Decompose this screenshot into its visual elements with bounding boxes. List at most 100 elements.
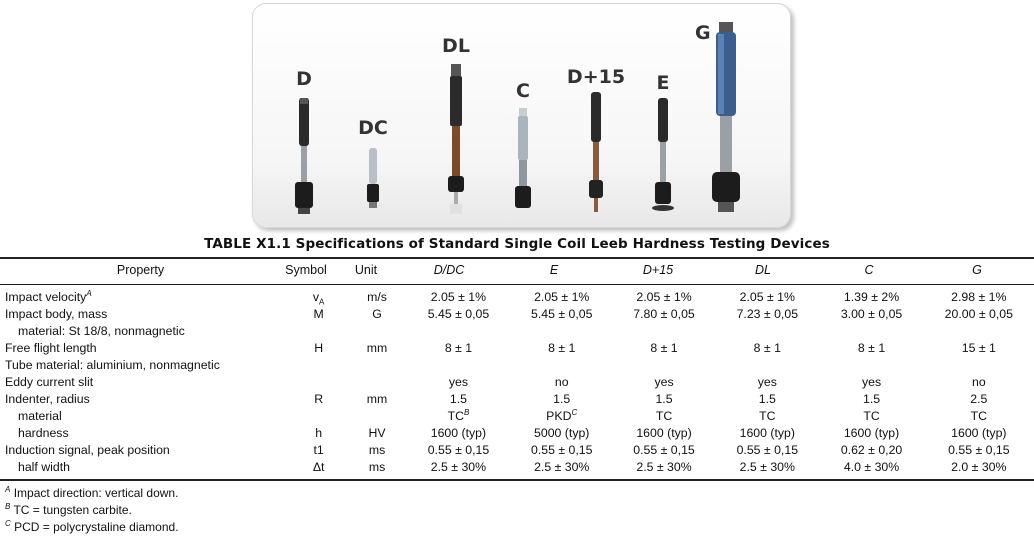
cell-value: 2.05 ± 1%	[534, 290, 590, 304]
header-e: E	[549, 263, 559, 277]
cell-property: material: St 18/8, nonmagnetic	[18, 324, 185, 338]
cell-symbol	[290, 374, 348, 391]
cell-value: 1.5	[862, 392, 881, 406]
cell-value: TC	[970, 409, 988, 423]
cell-property: Eddy current slit	[5, 375, 94, 389]
cell-value: 1.5	[655, 392, 673, 406]
cell-unit: HV	[368, 426, 386, 440]
cell-symbol	[290, 408, 348, 425]
cell-value: 1600 (typ)	[843, 426, 900, 440]
device-e: E	[648, 72, 678, 217]
cell-value: 2.98 ± 1%	[951, 290, 1007, 304]
cell-value: 0.55 ± 0,15	[633, 443, 695, 457]
cell-value: PKDC	[511, 408, 613, 425]
cell-value: 2.05 ± 1%	[430, 290, 487, 304]
table-row: Eddy current slit yes no yes yes yes no	[0, 374, 1034, 391]
device-dl: DL	[436, 34, 476, 219]
cell-value: 3.00 ± 0,05	[840, 307, 903, 321]
footnote: B TC = tungsten carbite.	[5, 503, 132, 518]
probe-c-image	[515, 108, 531, 208]
device-d15: D+15	[567, 66, 625, 216]
header-property: Property	[116, 263, 165, 277]
table-title: TABLE X1.1 Specifications of Standard Si…	[204, 236, 830, 252]
cell-value: TCB	[406, 408, 510, 425]
probe-e-image	[652, 98, 674, 211]
cell-value: 1600 (typ)	[951, 426, 1007, 440]
symbol-subscript: A	[319, 297, 325, 307]
cell-symbol: h	[315, 426, 323, 440]
cell-property: half width	[18, 460, 70, 474]
cell-value: 1600 (typ)	[739, 426, 795, 440]
cell-empty	[406, 357, 1034, 374]
cell-symbol: vA	[290, 289, 348, 306]
cell-value: 2.5 ± 30%	[534, 460, 590, 474]
header-d15: D+15	[642, 263, 674, 277]
cell-value: 2.5 ± 30%	[739, 460, 795, 474]
probe-d-image	[295, 98, 313, 214]
probe-dl-image	[448, 64, 464, 214]
cell-value: 2.0 ± 30%	[951, 460, 1007, 474]
cell-value: 1600 (typ)	[636, 426, 692, 440]
cell-value: 0.55 ± 0,15	[530, 443, 593, 457]
footnote: A Impact direction: vertical down.	[5, 485, 179, 501]
footnote-mark: C	[5, 519, 11, 528]
table-row: hardness h HV 1600 (typ) 5000 (typ) 1600…	[0, 425, 1034, 442]
table-header-rule	[0, 284, 1034, 285]
footnote-text: Impact direction: vertical down.	[13, 486, 179, 500]
cell-value: 0.62 ± 0,20	[840, 443, 903, 457]
table-row: Induction signal, peak position t1 ms 0.…	[0, 442, 1034, 459]
table-row: Indenter, radius R mm 1.5 1.5 1.5 1.5 1.…	[0, 391, 1034, 408]
cell-value: 8 ± 1	[857, 341, 886, 355]
footnote: C PCD = polycrystaline diamond.	[5, 519, 179, 535]
table-row: Impact velocityA vA m/s 2.05 ± 1% 2.05 ±…	[0, 289, 1034, 306]
cell-unit: ms	[368, 443, 386, 457]
cell-value: 2.05 ± 1%	[636, 290, 692, 304]
value-text: TC	[447, 409, 464, 423]
cell-unit: mm	[366, 392, 388, 406]
cell-value: 7.23 ± 0,05	[736, 307, 799, 321]
device-label-dl: DL	[442, 35, 470, 57]
cell-value: 0.55 ± 0,15	[948, 443, 1010, 457]
cell-value: 2.5	[970, 392, 988, 406]
cell-value: 15 ± 1	[961, 341, 996, 355]
cell-value: 2.5 ± 30%	[430, 460, 487, 474]
cell-value: TC	[759, 409, 776, 423]
cell-value: 2.5 ± 30%	[636, 460, 692, 474]
table-top-rule	[0, 257, 1034, 259]
footnote-text: TC = tungsten carbite.	[13, 503, 132, 517]
cell-value: yes	[861, 375, 882, 389]
table-row: half width Δt ms 2.5 ± 30% 2.5 ± 30% 2.5…	[0, 459, 1034, 476]
footnote-mark: B	[463, 407, 470, 417]
cell-value: yes	[654, 375, 674, 389]
cell-property: hardness	[18, 426, 69, 440]
footnote-mark: A	[86, 288, 92, 298]
cell-value: 8 ± 1	[753, 341, 781, 355]
cell-value: 5.45 ± 0,05	[530, 307, 593, 321]
cell-value: 8 ± 1	[650, 341, 678, 355]
cell-value: 7.80 ± 0,05	[633, 307, 695, 321]
cell-unit: G	[372, 307, 382, 321]
cell-value: 1.39 ± 2%	[843, 290, 900, 304]
property-text: Impact velocity	[5, 290, 87, 304]
cell-value: 1.5	[449, 392, 467, 406]
cell-value: 1600 (typ)	[430, 426, 487, 440]
cell-value: 4.0 ± 30%	[843, 460, 900, 474]
device-label-c: C	[516, 80, 530, 102]
cell-property: Tube material: aluminium, nonmagnetic	[5, 358, 220, 372]
cell-value: 8 ± 1	[444, 341, 473, 355]
header-dl: DL	[755, 263, 771, 277]
footnote-mark: A	[5, 485, 11, 494]
cell-unit	[348, 374, 407, 391]
table-row: material: St 18/8, nonmagnetic	[0, 323, 1034, 340]
device-label-e: E	[656, 72, 670, 94]
probe-g-image	[711, 22, 740, 212]
cell-symbol: M	[313, 307, 324, 321]
value-text: PKD	[546, 409, 572, 423]
cell-value: TC	[655, 409, 673, 423]
cell-property: Impact body, mass	[5, 307, 108, 321]
symbol-text: v	[312, 290, 320, 304]
table-row: Impact body, mass M G 5.45 ± 0,05 5.45 ±…	[0, 306, 1034, 323]
cell-property: Free flight length	[5, 341, 97, 355]
cell-value: 0.55 ± 0,15	[427, 443, 490, 457]
footnote-text: PCD = polycrystaline diamond.	[14, 520, 179, 534]
